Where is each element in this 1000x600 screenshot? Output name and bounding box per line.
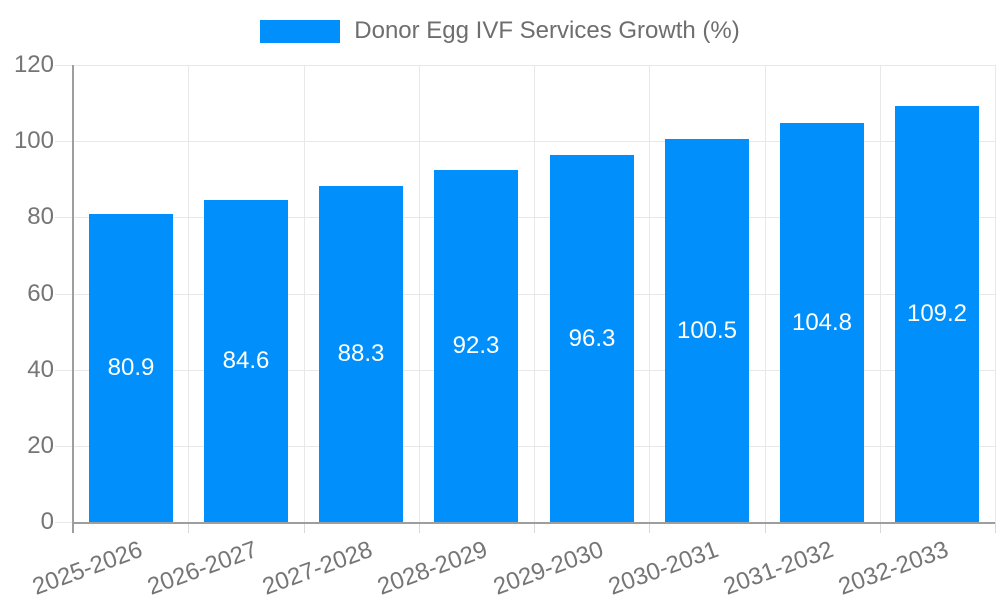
bar[interactable]: 92.3	[434, 170, 518, 522]
y-axis-label: 60	[27, 280, 54, 307]
x-gridline	[419, 65, 420, 522]
x-axis-tick	[304, 522, 305, 533]
y-axis-label: 20	[27, 432, 54, 459]
legend-label: Donor Egg IVF Services Growth (%)	[354, 17, 740, 44]
y-gridline	[55, 141, 995, 142]
y-gridline	[55, 446, 995, 447]
x-axis-label: 2028-2029	[374, 536, 492, 600]
y-axis-label: 80	[27, 203, 54, 230]
bar-value-label: 96.3	[568, 324, 616, 352]
x-axis-tick	[765, 522, 766, 533]
x-axis-label: 2031-2032	[720, 536, 838, 600]
bar-value-label: 104.8	[791, 308, 853, 336]
bar-value-label: 88.3	[337, 340, 385, 367]
bar-value-label: 80.9	[107, 354, 155, 381]
x-axis-label: 2032-2033	[835, 536, 953, 600]
bar[interactable]: 84.6	[204, 200, 288, 522]
bar[interactable]: 96.3	[550, 155, 634, 522]
bar[interactable]: 100.5	[665, 139, 749, 522]
x-axis-tick	[995, 522, 996, 533]
x-axis-label: 2026-2027	[144, 536, 262, 600]
bar[interactable]: 88.3	[319, 186, 403, 522]
x-axis-label: 2030-2031	[605, 536, 723, 600]
x-gridline	[995, 65, 996, 522]
x-axis-line	[72, 522, 995, 524]
y-axis-label: 0	[40, 508, 54, 535]
legend-swatch	[260, 19, 341, 43]
x-gridline	[304, 65, 305, 522]
x-gridline	[880, 65, 881, 522]
bar-value-label: 109.2	[906, 300, 968, 327]
x-gridline	[649, 65, 650, 522]
y-axis-line	[72, 65, 74, 533]
y-gridline	[55, 294, 995, 295]
bar-value-label: 84.6	[222, 347, 270, 374]
chart-legend-item[interactable]: Donor Egg IVF Services Growth (%)	[0, 16, 1000, 46]
bar-value-label: 92.3	[452, 332, 500, 359]
x-axis-tick	[534, 522, 535, 533]
y-axis-label: 120	[13, 51, 54, 78]
x-axis-tick	[419, 522, 420, 533]
x-axis-tick	[649, 522, 650, 533]
bar[interactable]: 109.2	[895, 106, 979, 522]
y-axis-label: 100	[13, 127, 54, 154]
y-gridline	[55, 65, 995, 66]
x-gridline	[534, 65, 535, 522]
bar[interactable]: 104.8	[780, 123, 864, 522]
bar[interactable]: 80.9	[89, 214, 173, 522]
x-axis-label: 2027-2028	[259, 536, 377, 600]
y-gridline	[55, 370, 995, 371]
bar-value-label: 100.5	[676, 316, 738, 344]
x-axis-label: 2029-2030	[490, 536, 608, 600]
x-axis-tick	[880, 522, 881, 533]
x-gridline	[765, 65, 766, 522]
x-axis-tick	[188, 522, 189, 533]
x-axis-label: 2025-2026	[29, 536, 147, 600]
y-gridline	[55, 217, 995, 218]
y-axis-label: 40	[27, 356, 54, 383]
x-gridline	[188, 65, 189, 522]
